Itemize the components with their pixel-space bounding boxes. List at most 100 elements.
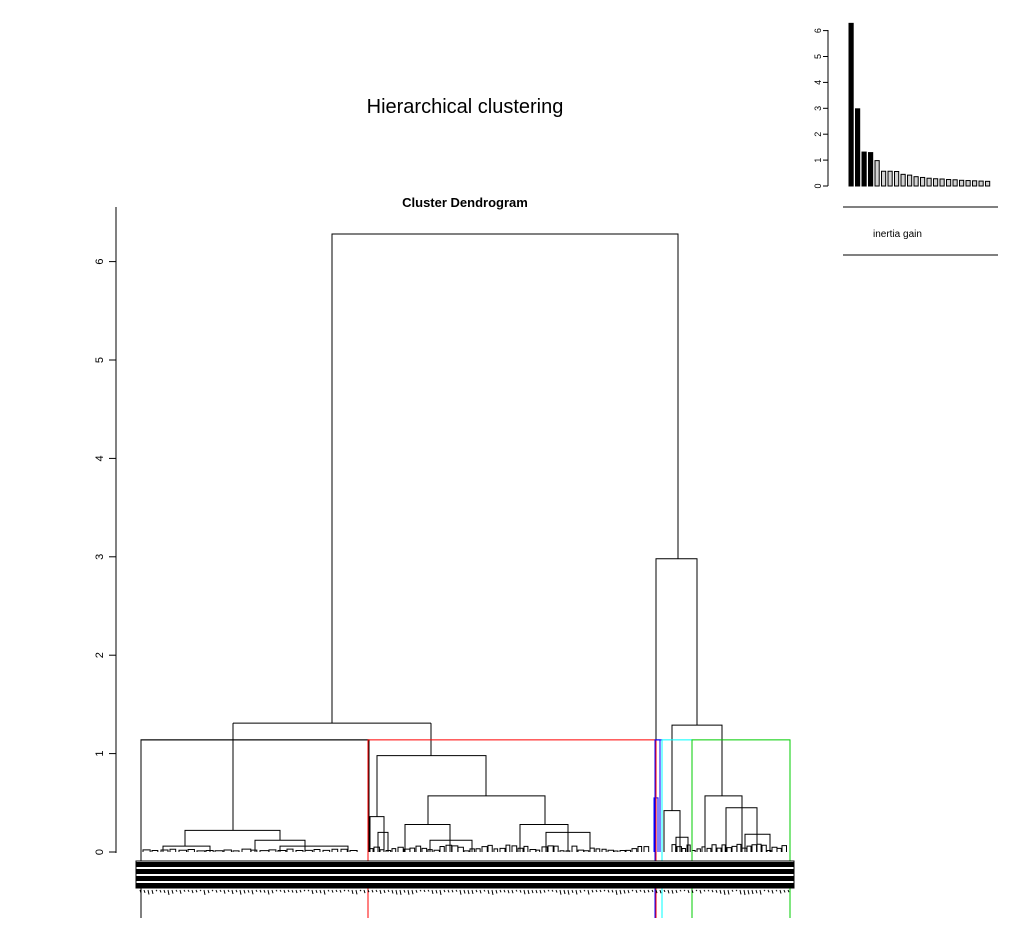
leaf-merge bbox=[726, 847, 732, 852]
leaf-tail bbox=[671, 889, 674, 894]
leaf-tail bbox=[611, 889, 614, 893]
leaf-tail bbox=[347, 889, 350, 892]
leaf-tail bbox=[591, 889, 594, 893]
leaf-merge bbox=[741, 847, 748, 852]
leaf-tail bbox=[503, 889, 506, 893]
leaf-merge bbox=[487, 844, 493, 852]
leaf-merge bbox=[625, 849, 632, 852]
leaf-merge bbox=[151, 850, 159, 852]
inertia-gain-bars bbox=[848, 22, 991, 187]
leaf-tail bbox=[339, 889, 342, 893]
leaf-tail bbox=[223, 889, 226, 894]
leaf-tail bbox=[435, 889, 438, 894]
leaf-tail bbox=[575, 889, 578, 895]
leaf-tail bbox=[731, 889, 734, 892]
leaf-tail bbox=[687, 889, 690, 894]
leaf-merge bbox=[409, 847, 416, 852]
leaf-merge bbox=[415, 845, 422, 852]
y-tick-label-6: 6 bbox=[94, 259, 106, 265]
inertia-bar-14 bbox=[933, 178, 939, 187]
leaf-tail bbox=[303, 889, 306, 892]
leaf-tail bbox=[239, 889, 242, 895]
leaf-merge bbox=[761, 844, 767, 852]
leaf-tail bbox=[463, 889, 466, 894]
leaf-tail bbox=[163, 889, 166, 894]
leaf-tail bbox=[567, 889, 570, 895]
leaf-merge bbox=[493, 848, 499, 852]
cluster-2-sub bbox=[519, 823, 569, 852]
leaf-tail bbox=[343, 889, 346, 892]
leaf-merge bbox=[379, 849, 385, 852]
leaf-tail bbox=[275, 889, 278, 892]
leaf-tail bbox=[359, 889, 362, 892]
leaf-tail bbox=[615, 889, 618, 896]
leaf-tail bbox=[151, 889, 154, 895]
cluster-4-sub bbox=[675, 836, 689, 852]
cluster-5-sub bbox=[704, 795, 743, 852]
leaf-merge bbox=[751, 844, 758, 852]
leaf-tail bbox=[263, 889, 266, 893]
cluster-2-sub bbox=[429, 839, 473, 852]
leaf-merge bbox=[711, 844, 717, 852]
leaf-tail bbox=[507, 889, 510, 894]
cluster-rectangles bbox=[140, 739, 791, 918]
leaf-tail bbox=[415, 889, 418, 893]
leaf-tail bbox=[703, 889, 706, 892]
leaf-merge bbox=[681, 848, 687, 852]
inertia-bar-1 bbox=[848, 22, 854, 187]
leaf-tail bbox=[583, 889, 586, 892]
cluster-rect-5 bbox=[691, 739, 791, 918]
leaf-merge bbox=[373, 846, 380, 852]
right-group-merge bbox=[655, 558, 698, 852]
leaf-tail bbox=[251, 889, 254, 895]
inertia-bar-16 bbox=[946, 179, 952, 187]
leaf-tail bbox=[775, 889, 778, 892]
leaf-tail bbox=[479, 889, 482, 894]
dendrogram-leaf-labels bbox=[135, 860, 795, 896]
inertia-bar-9 bbox=[900, 173, 906, 187]
leaf-merge bbox=[433, 849, 440, 852]
leaf-merge bbox=[571, 845, 578, 852]
leaf-merge bbox=[746, 845, 752, 852]
leaf-label-row bbox=[136, 869, 794, 874]
leaf-tail bbox=[607, 889, 610, 893]
leaf-merge bbox=[250, 849, 258, 852]
leaf-merge bbox=[601, 848, 607, 852]
leaf-merge bbox=[349, 850, 358, 852]
leaf-tail bbox=[783, 889, 786, 893]
cluster-1-sub bbox=[184, 829, 281, 847]
leaf-tail bbox=[695, 889, 698, 892]
inertia-bar-15 bbox=[939, 178, 945, 187]
leaf-tail bbox=[231, 889, 234, 895]
dendrogram-title: Cluster Dendrogram bbox=[402, 195, 528, 210]
cluster-5-sub bbox=[744, 833, 771, 852]
right-subgroup-merge bbox=[671, 724, 723, 811]
leaf-merge bbox=[391, 848, 397, 852]
leaf-tail bbox=[543, 889, 546, 893]
leaf-merge bbox=[511, 845, 518, 852]
figure-title: Hierarchical clustering bbox=[367, 96, 564, 118]
leaf-tail bbox=[455, 889, 458, 892]
cluster-rect-1 bbox=[140, 739, 369, 918]
leaf-label-row bbox=[136, 862, 794, 867]
leaf-tail bbox=[371, 889, 374, 893]
leaf-tail bbox=[487, 889, 490, 894]
leaf-tail bbox=[459, 889, 462, 895]
leaf-merge bbox=[553, 845, 559, 852]
inertia-bar-12 bbox=[920, 176, 926, 187]
leaf-tail bbox=[227, 889, 230, 893]
leaf-tail bbox=[191, 889, 194, 894]
leaf-tail bbox=[443, 889, 446, 893]
leaf-merge bbox=[721, 844, 726, 852]
leaf-merge bbox=[340, 848, 348, 852]
leaf-tail bbox=[755, 889, 758, 894]
leaf-merge bbox=[589, 847, 595, 852]
leaf-merge bbox=[771, 846, 778, 852]
y-tick-label-2: 2 bbox=[94, 652, 106, 658]
leaf-merge bbox=[241, 848, 252, 852]
inset-xlabel: inertia gain bbox=[873, 229, 922, 240]
leaf-tail bbox=[363, 889, 366, 894]
leaf-tail bbox=[215, 889, 218, 893]
leaf-tail bbox=[187, 889, 190, 893]
leaf-tail bbox=[587, 889, 590, 895]
